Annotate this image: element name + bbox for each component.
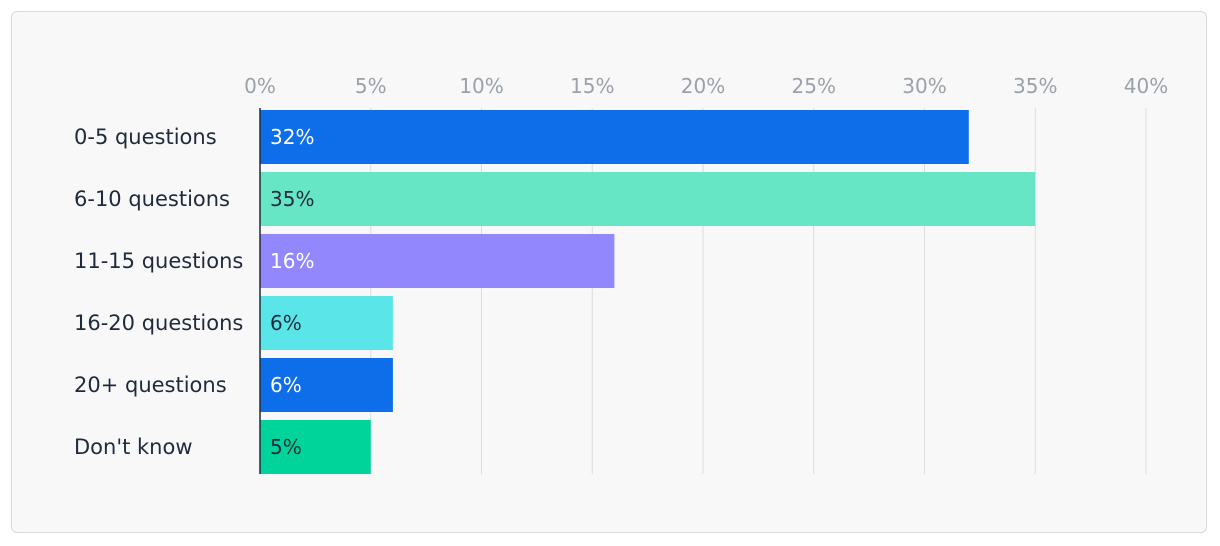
category-labels: 0-5 questions 6-10 questions 11-15 questio… (74, 125, 243, 459)
x-tick-label: 15% (570, 74, 614, 98)
bar-value-label: 32% (270, 125, 314, 149)
category-label: 0-5 questions (74, 125, 217, 149)
bar (260, 110, 969, 164)
category-label: 16-20 questions (74, 311, 243, 335)
bar-value-label: 35% (270, 187, 314, 211)
grid-lines (370, 108, 1147, 474)
bar-value-label: 6% (270, 311, 302, 335)
bar (260, 420, 371, 474)
category-label: Don't know (74, 435, 193, 459)
x-tick-label: 5% (355, 74, 387, 98)
category-label: 6-10 questions (74, 187, 230, 211)
x-tick-label: 35% (1013, 74, 1057, 98)
bar (260, 234, 615, 288)
category-label: 20+ questions (74, 373, 227, 397)
x-tick-label: 40% (1124, 74, 1168, 98)
bar (260, 296, 393, 350)
bar-value-label: 16% (270, 249, 314, 273)
x-tick-label: 25% (792, 74, 836, 98)
bar (260, 172, 1036, 226)
bar (260, 358, 393, 412)
x-tick-label: 30% (902, 74, 946, 98)
bars: 32% 35% 16% 6% 6% 5% (260, 110, 1036, 474)
x-tick-label: 20% (681, 74, 725, 98)
bar-value-label: 5% (270, 435, 302, 459)
bar-value-label: 6% (270, 373, 302, 397)
category-label: 11-15 questions (74, 249, 243, 273)
x-tick-label: 0% (244, 74, 276, 98)
x-axis-ticks: 0% 5% 10% 15% 20% 25% 30% 35% 40% (244, 74, 1168, 98)
x-tick-label: 10% (459, 74, 503, 98)
